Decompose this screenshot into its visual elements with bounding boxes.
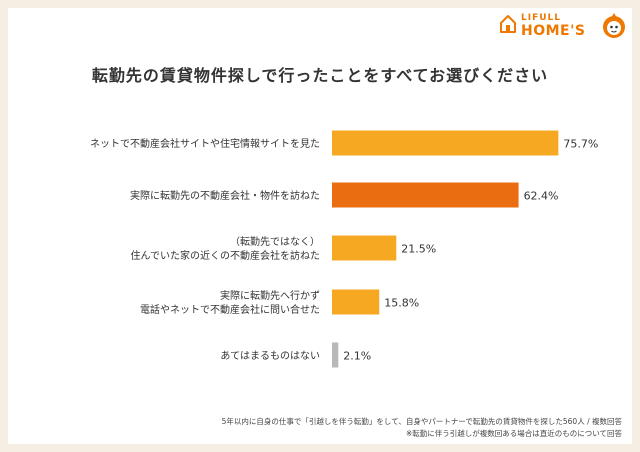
bar bbox=[332, 235, 397, 261]
chart-card bbox=[8, 8, 632, 444]
category-label: 実際に転勤先の不動産会社・物件を訪ねた bbox=[130, 189, 320, 202]
brand-name-main: HOME'S bbox=[521, 23, 586, 39]
category-label: 実際に転勤先へ行かず bbox=[220, 289, 320, 302]
mascot-icon bbox=[603, 13, 625, 38]
value-label: 62.4% bbox=[524, 190, 559, 203]
bar bbox=[332, 342, 339, 368]
category-label: ネットで不動産会社サイトや住宅情報サイトを見た bbox=[90, 137, 320, 150]
category-label: 電話やネットで不動産会社に問い合せた bbox=[140, 303, 320, 316]
bar bbox=[332, 182, 519, 208]
category-label: （転勤先ではなく） bbox=[230, 235, 320, 248]
footnote-sample: 5年以内に自身の仕事で「引越しを伴う転勤」をして、自身やパートナーで転勤先の賃貸… bbox=[221, 417, 622, 426]
category-label: あてはまるものはない bbox=[220, 350, 320, 362]
value-label: 21.5% bbox=[401, 243, 436, 256]
brand-logo: LIFULL HOME'S bbox=[499, 11, 627, 41]
value-label: 2.1% bbox=[343, 350, 371, 363]
value-label: 15.8% bbox=[384, 297, 419, 310]
bar bbox=[332, 130, 559, 156]
value-label: 75.7% bbox=[563, 138, 598, 151]
brand-name-top: LIFULL bbox=[521, 13, 562, 23]
bar bbox=[332, 289, 380, 315]
category-label: 住んでいた家の近くの不動産会社を訪ねた bbox=[131, 249, 321, 262]
house-icon bbox=[500, 15, 516, 33]
footnote-note: ※転勤に伴う引越しが複数回ある場合は直近のものについて回答 bbox=[405, 429, 622, 438]
chart-title: 転勤先の賃貸物件探しで行ったことをすべてお選びください bbox=[91, 66, 549, 85]
